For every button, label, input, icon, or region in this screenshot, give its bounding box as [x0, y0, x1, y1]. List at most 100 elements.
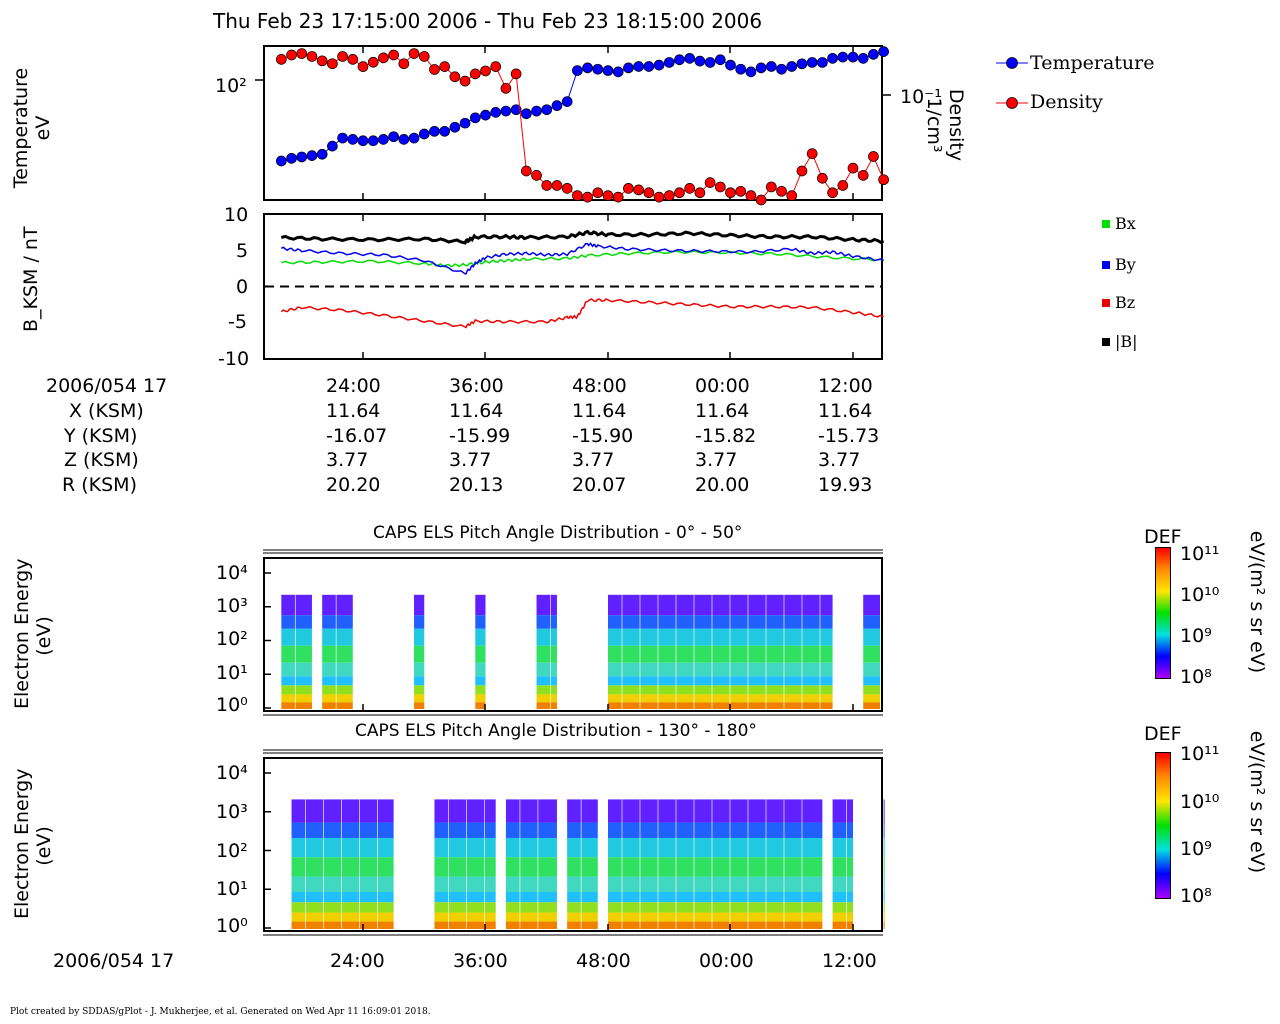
temperature-point-49 — [776, 63, 787, 75]
density-point-43 — [714, 181, 726, 193]
temp-tick-100: 10² — [215, 75, 247, 97]
s2-tick-1e4: 10⁴ — [216, 762, 248, 784]
ephem-cell-1-1: -15.99 — [449, 424, 511, 447]
plot-title: Thu Feb 23 17:15:00 2006 - Thu Feb 23 18… — [213, 9, 763, 33]
temperature-point-46 — [745, 66, 757, 78]
spectro-band-6-7 — [883, 912, 885, 922]
spectro-frame — [263, 757, 883, 932]
spectro-band-6-3 — [863, 645, 880, 663]
temperature-point-10 — [378, 134, 389, 145]
spectro-band-5-2 — [832, 837, 853, 858]
spectro-band-5-3 — [608, 645, 833, 663]
density-point-3 — [306, 51, 318, 62]
density-point-44 — [725, 187, 736, 199]
density-point-39 — [674, 187, 685, 199]
ephemeris-date-label: 2006/054 17 — [46, 375, 168, 397]
ephem-cell-0-4: 11.64 — [818, 400, 873, 422]
density-point-58 — [868, 151, 879, 162]
spectro-band-2-6 — [414, 685, 425, 695]
spectro-band-1-4 — [434, 876, 496, 892]
spectrogram1-title: CAPS ELS Pitch Angle Distribution - 0° -… — [373, 523, 743, 543]
temperature-point-17 — [449, 121, 461, 133]
s2-tick-1e2: 10² — [216, 840, 248, 862]
temperature-point-27 — [551, 100, 563, 112]
legend-temperature-marker — [996, 57, 1028, 69]
spectro-interval-2 — [414, 594, 425, 709]
ephem-cell-3-2: 20.07 — [572, 473, 627, 496]
density-point-46 — [745, 190, 757, 201]
ephem-time-0: 24:00 — [326, 375, 381, 397]
spectro-band-1-1 — [434, 822, 496, 838]
b-tick-10: 10 — [224, 204, 249, 226]
spectro-band-5-2 — [608, 628, 833, 646]
spectro-band-4-6 — [536, 685, 557, 695]
spectro-band-1-8 — [434, 921, 496, 929]
ephem-row-label-0: X (KSM) — [69, 400, 144, 422]
density-point-53 — [817, 172, 828, 184]
b-tick-minus10: -10 — [218, 348, 250, 370]
spectro-band-0-0 — [281, 594, 312, 616]
temperature-point-18 — [459, 117, 471, 129]
footer-credit: Plot created by SDDAS/gPlot - J. Mukherj… — [10, 1007, 431, 1017]
s1-tick-1e3: 10³ — [216, 595, 248, 617]
density-point-37 — [653, 191, 665, 203]
spectro-band-3-3 — [475, 645, 486, 663]
s1-tick-1e1: 10¹ — [216, 662, 248, 684]
spectro-band-3-2 — [475, 628, 486, 646]
density-point-52 — [806, 148, 818, 159]
density-point-7 — [347, 54, 359, 65]
spectro-band-5-6 — [608, 685, 833, 695]
ephem-row-label-3: R (KSM) — [62, 473, 137, 496]
ephem-cell-2-3: 3.77 — [695, 449, 738, 471]
spectro-band-3-5 — [567, 891, 598, 903]
temperature-point-9 — [367, 135, 379, 147]
spectro-band-5-7 — [608, 694, 833, 703]
spectro-band-2-0 — [414, 594, 425, 616]
legend-bz-label: Bz — [1115, 293, 1136, 312]
b-tick-0: 0 — [236, 276, 249, 298]
ephem-cell-3-0: 20.20 — [326, 473, 381, 496]
density-point-32 — [602, 190, 614, 201]
temperature-point-3 — [306, 150, 318, 161]
bottom-axis-date-label: 2006/054 17 — [53, 950, 175, 972]
spectro-band-4-7 — [608, 912, 823, 922]
temperature-point-28 — [561, 96, 573, 107]
spectro-band-0-6 — [291, 902, 394, 913]
spectro-band-3-1 — [567, 822, 598, 838]
spectro-band-1-8 — [322, 702, 353, 709]
spectro-band-6-8 — [883, 921, 885, 929]
ephem-time-3: 00:00 — [695, 375, 750, 397]
colorbar2-tick-1e9: 10⁹ — [1180, 838, 1212, 860]
legend-bz-swatch — [1102, 299, 1110, 307]
density-point-56 — [847, 162, 859, 174]
spectro-band-1-6 — [322, 685, 353, 695]
colorbar1-tick-1e8: 10⁸ — [1180, 666, 1212, 688]
b-tick-5: 5 — [236, 240, 249, 262]
spectrogram1-plot — [263, 549, 883, 716]
density-point-30 — [582, 191, 593, 203]
temperature-point-32 — [602, 65, 614, 76]
density-point-38 — [663, 190, 675, 201]
spectrogram2-plot — [263, 749, 885, 936]
density-point-25 — [531, 170, 542, 181]
spectro-interval-6 — [863, 594, 880, 709]
spectro-band-6-6 — [883, 902, 885, 913]
temperature-point-5 — [327, 140, 338, 152]
spectro-band-0-2 — [281, 628, 312, 646]
temperature-point-36 — [643, 61, 655, 72]
ephem-cell-1-0: -16.07 — [326, 424, 388, 447]
density-point-54 — [827, 187, 838, 199]
spectro-band-5-1 — [832, 822, 853, 838]
colorbar2-units: eV/(m² s sr eV) — [1246, 730, 1268, 874]
spectrogram1-axis-label: Electron Energy (eV) — [11, 558, 55, 710]
temperature-point-22 — [500, 105, 512, 117]
density-point-33 — [612, 191, 624, 203]
spectro-band-2-0 — [505, 799, 557, 823]
ephem-cell-2-1: 3.77 — [449, 449, 492, 471]
spectro-band-2-8 — [505, 921, 557, 929]
temperature-point-54 — [827, 53, 838, 64]
density-point-1 — [286, 49, 297, 61]
spectrogram2-title: CAPS ELS Pitch Angle Distribution - 130°… — [355, 721, 757, 741]
spectro-band-0-7 — [281, 694, 312, 703]
spectro-band-2-8 — [414, 702, 425, 709]
